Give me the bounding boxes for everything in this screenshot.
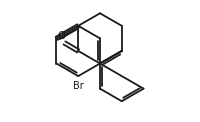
Text: Br: Br <box>73 81 84 91</box>
Text: O: O <box>58 31 66 41</box>
